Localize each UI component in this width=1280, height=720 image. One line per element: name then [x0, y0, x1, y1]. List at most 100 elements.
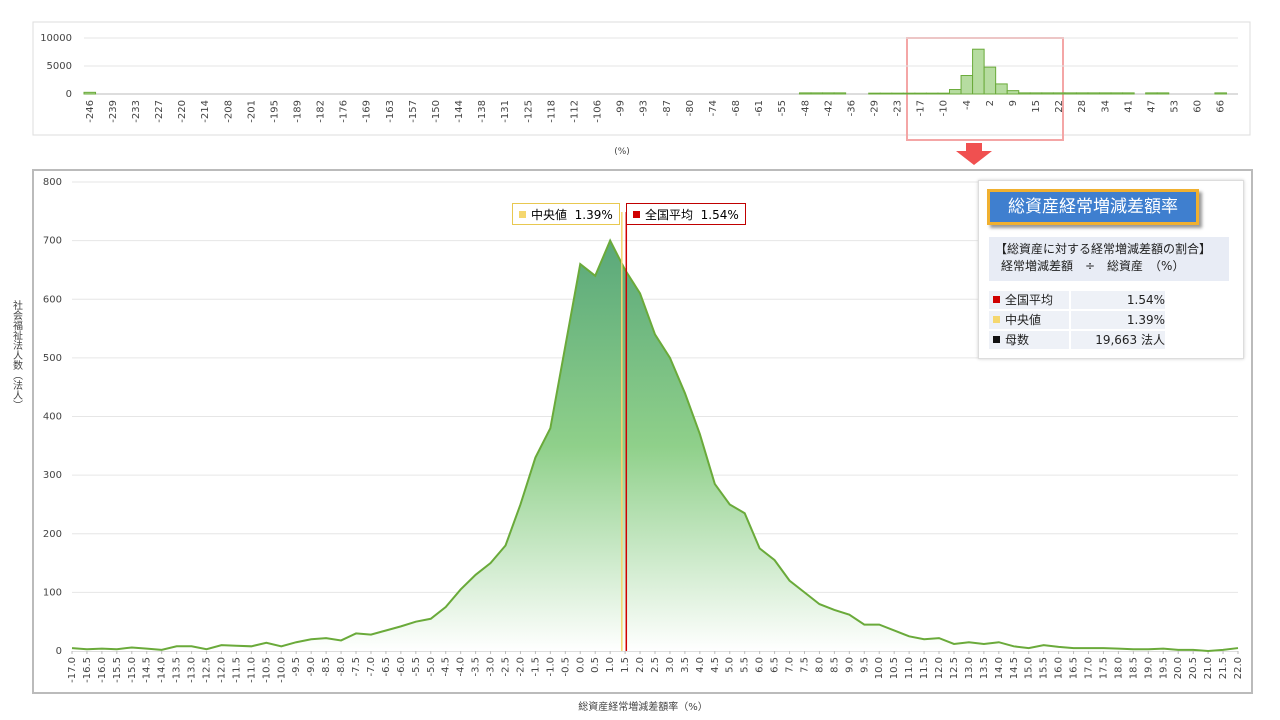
x-tick-label: -208 [223, 100, 234, 123]
x-tick-label: 17.0 [1084, 657, 1095, 679]
x-tick-label: -16.5 [82, 657, 93, 683]
x-tick-label: -55 [777, 100, 788, 116]
x-tick-label: 66 [1216, 100, 1227, 113]
x-tick-label: 14.5 [1009, 657, 1020, 679]
y-tick-label: 0 [56, 646, 62, 657]
bar [937, 92, 951, 95]
bar [1214, 92, 1227, 95]
y-tick-label: 0 [66, 89, 72, 100]
bar [868, 92, 881, 95]
bar [1156, 92, 1170, 95]
x-tick-label: 53 [1170, 100, 1181, 113]
x-tick-label: -125 [523, 100, 534, 123]
row-swatch [993, 296, 1000, 303]
bar [1041, 92, 1054, 95]
x-tick-label: 60 [1193, 100, 1204, 113]
x-tick-label: -9.0 [306, 657, 317, 677]
x-tick-label: -17.0 [67, 657, 78, 683]
x-tick-label: -61 [754, 100, 765, 116]
y-tick-label: 400 [43, 412, 62, 423]
x-tick-label: -13.5 [172, 657, 183, 683]
x-tick-label: -17 [916, 100, 927, 116]
x-tick-label: 8.0 [814, 657, 825, 673]
row-value: 1.39% [1071, 311, 1165, 329]
zoom-arrow [956, 143, 992, 165]
x-tick-label: -4.5 [441, 657, 452, 677]
x-tick-label: 18.0 [1113, 657, 1124, 679]
x-tick-label: -8.5 [321, 657, 332, 677]
info-panel: 総資産経常増減差額率 【総資産に対する経常増減差額の割合】 経常増減差額 ÷ 総… [978, 180, 1244, 359]
bar [822, 92, 835, 95]
y-axis-label: 社会福祉法人数（法人） [11, 299, 23, 410]
x-tick-label: -15.5 [112, 657, 123, 683]
x-tick-label: -189 [292, 100, 303, 123]
y-tick-label: 10000 [40, 33, 72, 44]
x-tick-label: -182 [316, 100, 327, 123]
top-x-label: (%) [614, 147, 630, 157]
mean-label: 全国平均 1.54% [626, 203, 746, 225]
row-label-text: 中央値 [1005, 313, 1042, 327]
x-tick-label: -138 [477, 100, 488, 123]
x-tick-label: 9.0 [844, 657, 855, 673]
x-tick-label: -150 [431, 100, 442, 123]
x-tick-label: -5.0 [426, 657, 437, 677]
y-tick-label: 100 [43, 587, 62, 598]
x-tick-label: -1.5 [530, 657, 541, 677]
bar [914, 92, 927, 95]
mean-name: 全国平均 [645, 208, 694, 222]
x-tick-label: -12.0 [216, 657, 227, 683]
x-tick-label: -12.5 [202, 657, 213, 683]
x-tick-label: 16.5 [1069, 657, 1080, 679]
y-tick-label: 600 [43, 294, 62, 305]
x-tick-label: -36 [846, 100, 857, 116]
row-label: 全国平均 [989, 291, 1069, 309]
x-tick-label: -16.0 [97, 657, 108, 683]
x-tick-label: -14.5 [142, 657, 153, 683]
bar [1099, 92, 1112, 95]
x-tick-label: 3.5 [680, 657, 691, 673]
x-tick-label: 12.5 [949, 657, 960, 679]
bar [972, 48, 985, 95]
x-tick-label: 9 [1008, 100, 1019, 106]
x-tick-label: -10 [939, 100, 950, 116]
y-tick-label: 700 [43, 236, 62, 247]
x-tick-label: 15 [1031, 100, 1042, 113]
x-tick-label: 2 [985, 100, 996, 106]
bar [1018, 92, 1031, 95]
x-tick-label: 19.5 [1158, 657, 1169, 679]
x-tick-label: -9.5 [291, 657, 302, 677]
x-tick-label: -14.0 [157, 657, 168, 683]
x-tick-label: 5.0 [725, 657, 736, 673]
mean-value: 1.54% [700, 208, 739, 222]
x-tick-label: -10.5 [261, 657, 272, 683]
y-tick-label: 5000 [47, 61, 72, 72]
y-tick-label: 800 [43, 177, 62, 188]
row-label-text: 全国平均 [1005, 293, 1054, 307]
x-tick-label: -169 [362, 100, 373, 123]
y-tick-label: 200 [43, 529, 62, 540]
x-tick-label: -2.0 [515, 657, 526, 677]
x-tick-label: 7.5 [799, 657, 810, 673]
row-swatch [993, 336, 1000, 343]
x-tick-label: 14.0 [994, 657, 1005, 679]
x-tick-label: 6.0 [755, 657, 766, 673]
x-tick-label: -227 [154, 100, 165, 123]
x-tick-label: 10.0 [874, 657, 885, 679]
x-tick-label: 20.0 [1173, 657, 1184, 679]
bar [1087, 92, 1101, 95]
bar [1122, 92, 1135, 95]
x-tick-label: 2.5 [650, 657, 661, 673]
x-tick-label: 4.5 [710, 657, 721, 673]
bar [810, 92, 824, 95]
x-tick-label: -6.0 [396, 657, 407, 677]
x-tick-label: 0.0 [575, 657, 586, 673]
median-swatch [519, 211, 526, 218]
median-name: 中央値 [531, 208, 568, 222]
x-tick-label: -3.0 [486, 657, 497, 677]
x-tick-label: 18.5 [1128, 657, 1139, 679]
x-tick-label: 1.0 [605, 657, 616, 673]
x-tick-label: 3.0 [665, 657, 676, 673]
y-tick-label: 500 [43, 353, 62, 364]
x-tick-label: 13.0 [964, 657, 975, 679]
x-tick-label: 16.0 [1054, 657, 1065, 679]
